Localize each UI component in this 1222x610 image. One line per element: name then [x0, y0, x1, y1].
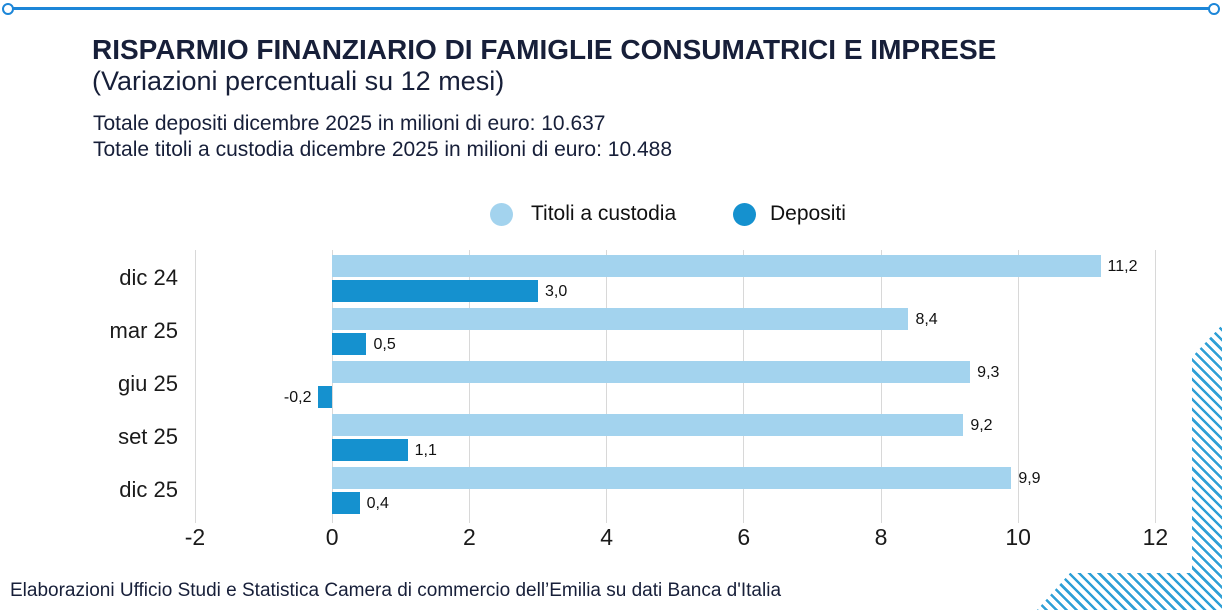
value-label: 9,3 — [977, 364, 1000, 381]
footer-source-text: Elaborazioni Ufficio Studi e Statistica … — [10, 580, 782, 601]
gridline-x-0 — [331, 250, 333, 523]
totals-block: Totale depositi dicembre 2025 in milioni… — [93, 111, 672, 163]
legend-label-titoli: Titoli a custodia — [531, 202, 677, 225]
line-endpoint-right-icon — [1208, 3, 1220, 15]
value-label: 9,9 — [1018, 470, 1041, 487]
value-label: 3,0 — [545, 283, 568, 300]
page-title: RISPARMIO FINANZIARIO DI FAMIGLIE CONSUM… — [92, 34, 997, 65]
x-tick-label: 0 — [325, 524, 339, 550]
gridline-x--2 — [194, 250, 196, 523]
category-label: giu 25 — [118, 371, 178, 396]
top-rule-line — [11, 7, 1211, 10]
totals-titoli: Totale titoli a custodia dicembre 2025 i… — [93, 138, 673, 161]
bar-titoli — [332, 467, 1012, 489]
gridline-x-10 — [1017, 250, 1019, 523]
bar-titoli — [332, 255, 1101, 277]
gridline-x-6 — [743, 250, 745, 523]
x-tick-label: 10 — [1005, 524, 1031, 550]
bar-depositi — [332, 492, 360, 514]
value-label: 9,2 — [970, 417, 993, 434]
gridline-x-2 — [468, 250, 470, 523]
value-label: -0,2 — [283, 389, 312, 406]
bar-depositi — [332, 439, 408, 461]
x-tick-label: 6 — [737, 524, 751, 550]
line-endpoint-left-icon — [2, 3, 14, 15]
value-label: 8,4 — [915, 311, 938, 328]
legend-swatch-titoli-icon — [490, 203, 513, 226]
value-label: 0,4 — [366, 495, 389, 512]
x-tick-label: 2 — [462, 524, 476, 550]
x-tick-label: 4 — [600, 524, 613, 550]
category-label: mar 25 — [109, 318, 178, 343]
bar-depositi — [332, 333, 367, 355]
page-subtitle: (Variazioni percentuali su 12 mesi) — [92, 66, 505, 96]
value-label: 1,1 — [414, 442, 437, 459]
totals-depositi: Totale depositi dicembre 2025 in milioni… — [93, 112, 606, 135]
bar-titoli — [332, 361, 971, 383]
x-tick-label: 12 — [1142, 524, 1169, 550]
corner-hatch-decoration — [1037, 325, 1222, 610]
x-tick-label: -2 — [184, 524, 206, 550]
legend-swatch-depositi-icon — [733, 203, 756, 226]
x-tick-label: 8 — [874, 524, 888, 550]
gridline-x-8 — [880, 250, 882, 523]
legend-label-depositi: Depositi — [770, 202, 846, 225]
category-label: set 25 — [118, 424, 178, 449]
gridline-x-4 — [606, 250, 608, 523]
bar-titoli — [332, 308, 909, 330]
bar-depositi — [332, 280, 538, 302]
bar-titoli — [332, 414, 964, 436]
category-label: dic 25 — [119, 477, 178, 502]
value-label: 11,2 — [1107, 258, 1138, 275]
category-label: dic 24 — [119, 265, 178, 290]
gridline-x-12 — [1154, 250, 1156, 523]
value-label: 0,5 — [373, 336, 396, 353]
bar-depositi — [318, 386, 333, 408]
